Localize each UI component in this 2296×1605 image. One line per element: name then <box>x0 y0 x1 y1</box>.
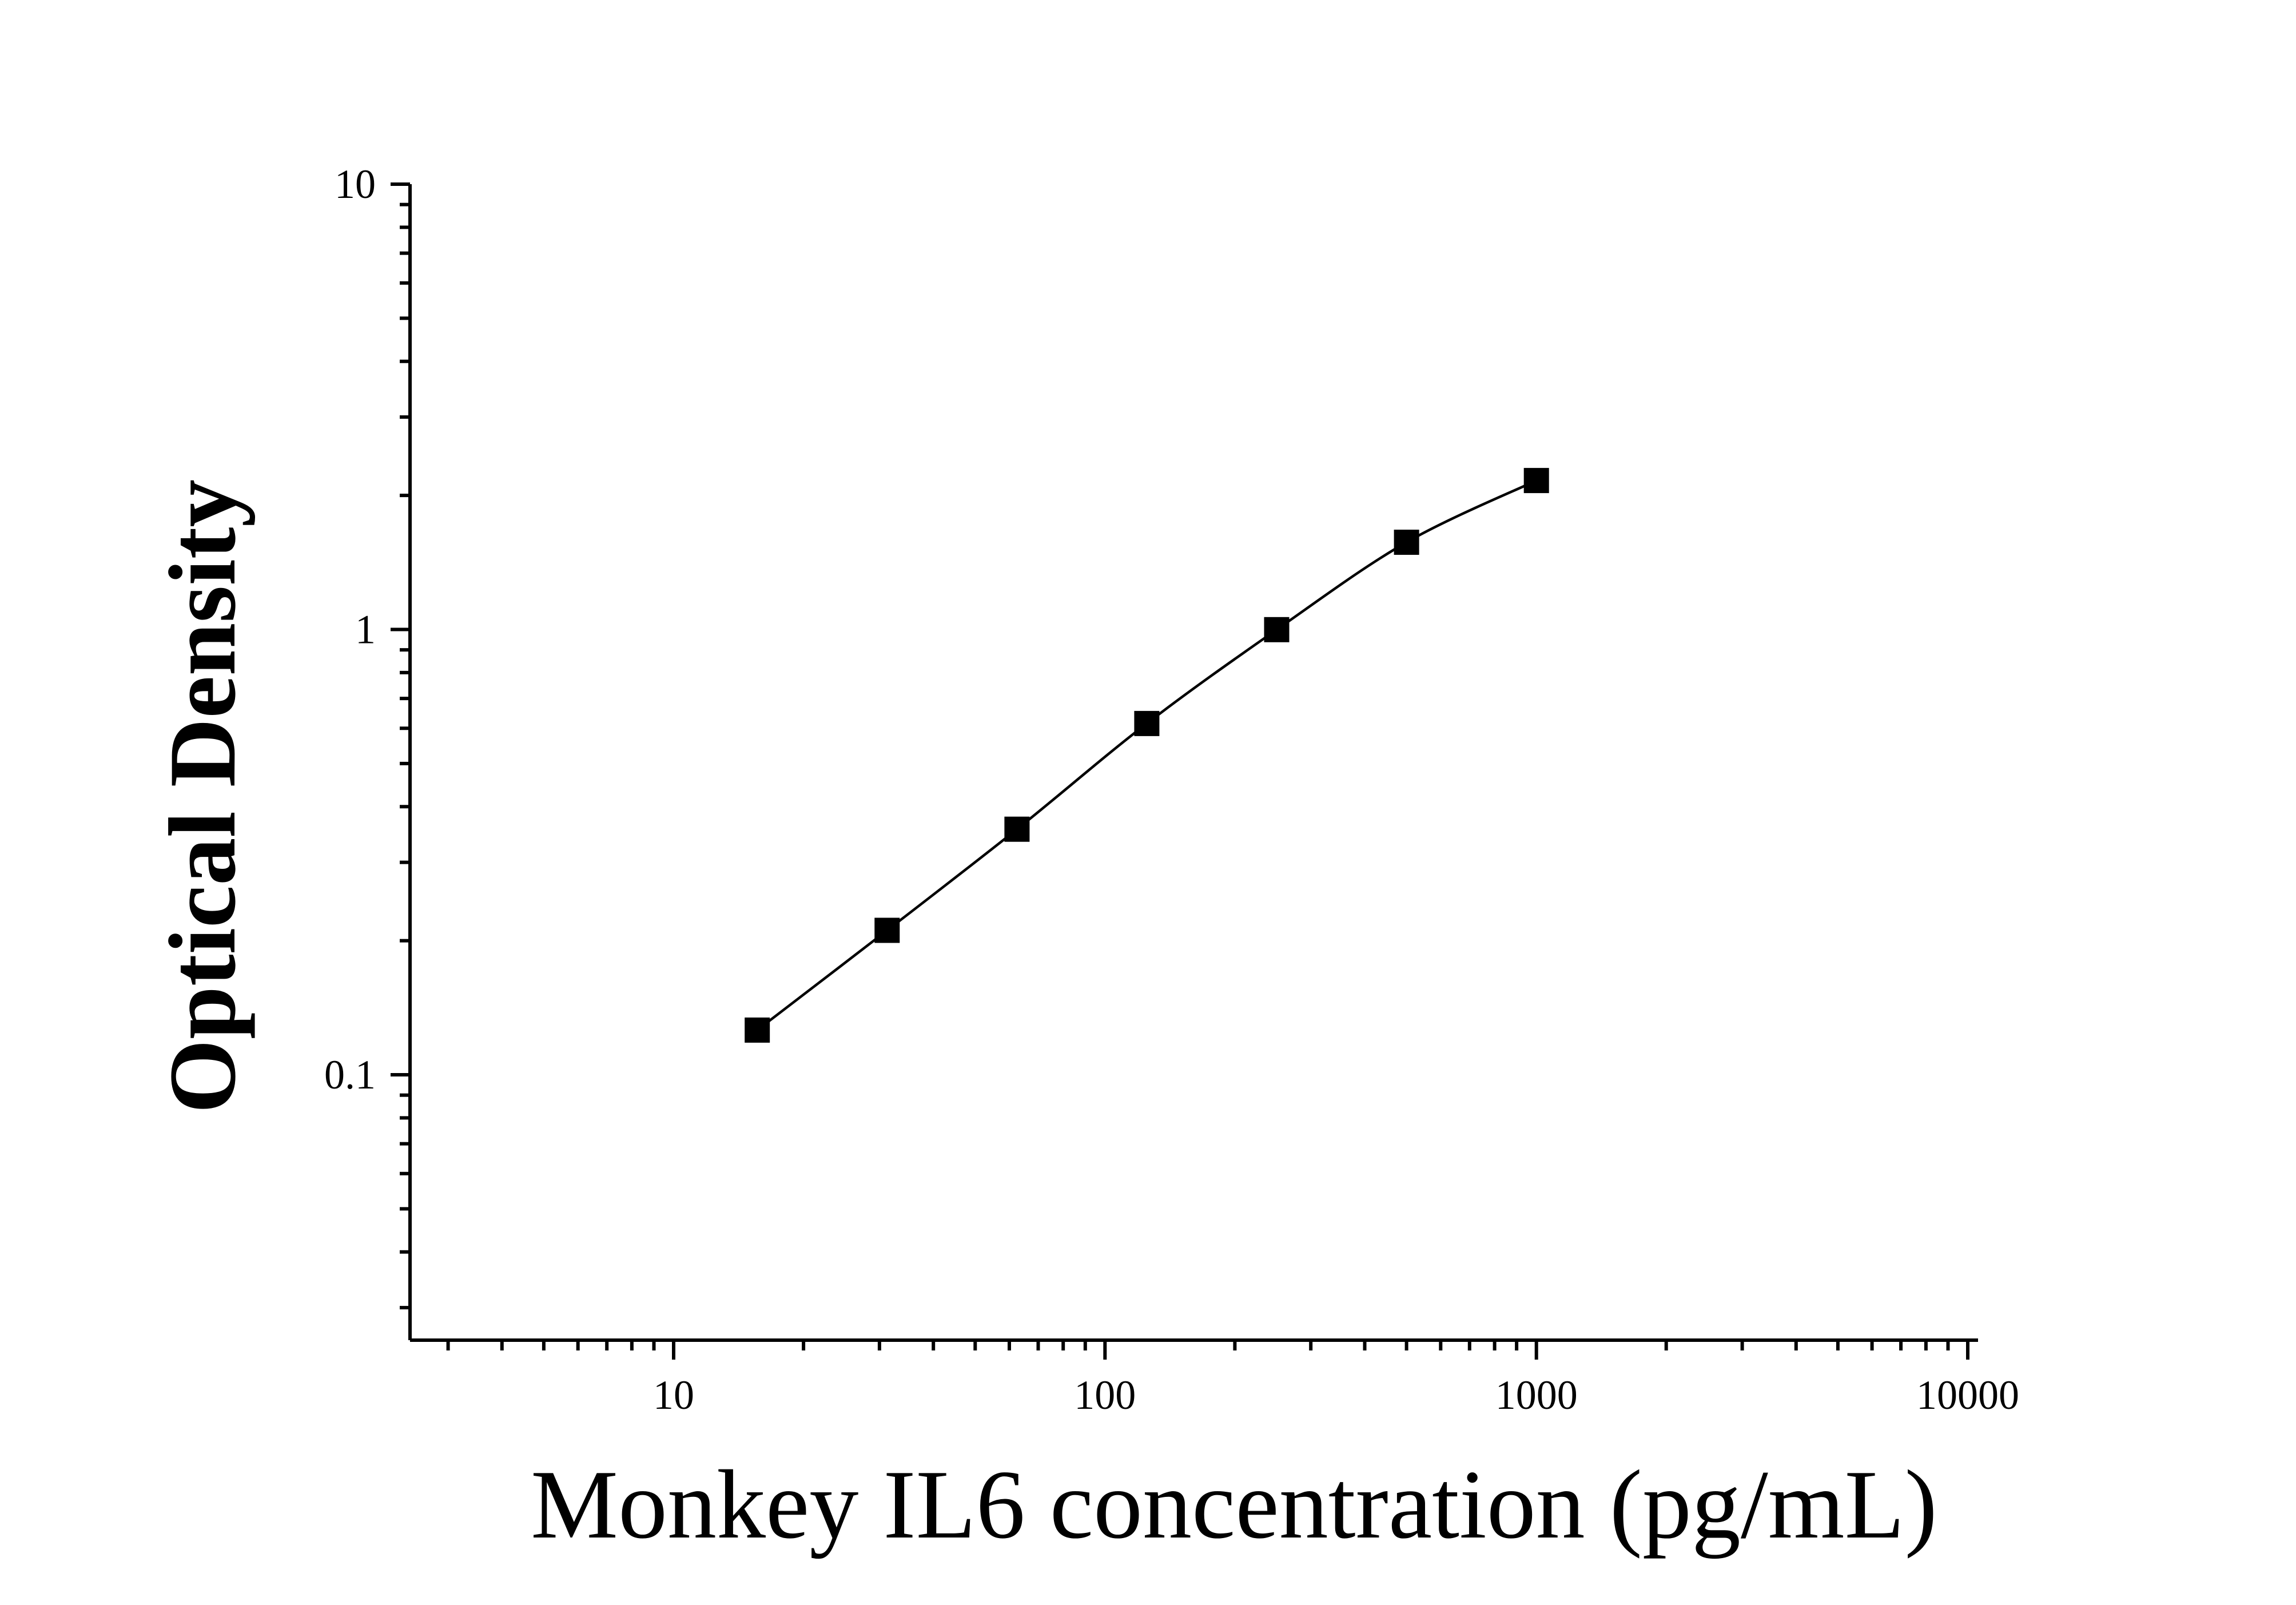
svg-text:1: 1 <box>355 607 376 653</box>
svg-text:Monkey IL6 concentration (pg/m: Monkey IL6 concentration (pg/mL) <box>531 1451 1937 1559</box>
svg-text:10: 10 <box>335 161 376 207</box>
svg-text:0.1: 0.1 <box>324 1052 376 1098</box>
svg-text:Optical Density: Optical Density <box>150 479 256 1114</box>
svg-text:1000: 1000 <box>1495 1372 1578 1418</box>
svg-text:10000: 10000 <box>1916 1372 2019 1418</box>
svg-text:10: 10 <box>653 1372 694 1418</box>
svg-text:100: 100 <box>1074 1372 1136 1418</box>
